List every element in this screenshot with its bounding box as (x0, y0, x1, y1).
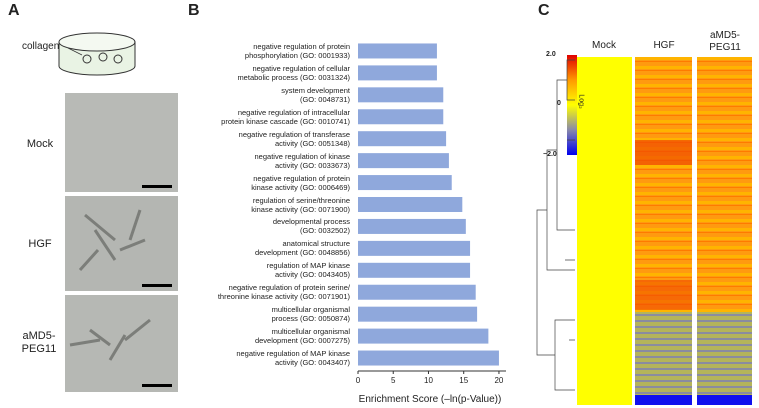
bar (358, 328, 489, 344)
condition-label: aMD5- PEG11 (21, 330, 57, 355)
panel-label: B (188, 2, 200, 19)
dish (58, 32, 136, 76)
x-tick-label: 5 (391, 376, 396, 385)
scale-label: 2.0 (546, 51, 556, 58)
x-tick-label: 20 (494, 376, 503, 385)
x-tick-label: 0 (356, 376, 361, 385)
y-tick-label: negative regulation of MAP kinase activi… (236, 349, 350, 368)
condition-label: HGF (28, 238, 52, 250)
y-tick-label: regulation of serine/threonine kinase ac… (251, 195, 350, 214)
y-tick-label: negative regulation of protein serine/ t… (217, 283, 350, 302)
bar (358, 175, 452, 191)
bar (358, 65, 437, 81)
scale-title: Log₂ (577, 94, 585, 109)
x-tick-label: 15 (459, 376, 468, 385)
bar (358, 306, 478, 322)
y-tick-label: system development (GO: 0048731) (281, 85, 350, 104)
condition-label: Mock (26, 138, 54, 150)
y-tick-label: negative regulation of protein kinase ac… (251, 173, 350, 192)
column-label: Mock (592, 40, 616, 51)
panel-label: C (538, 2, 550, 19)
y-tick-label: developmental process (GO: 0032502) (272, 217, 350, 236)
scale-label: −2.0 (543, 151, 557, 158)
panel-label: A (8, 2, 20, 19)
scale-label: 0 (557, 100, 561, 107)
bar (358, 218, 466, 234)
bar (358, 109, 444, 125)
bar (358, 262, 471, 278)
bar (358, 43, 437, 59)
y-tick-label: multicellular organismal process (GO: 00… (271, 305, 350, 324)
micrographs (65, 93, 178, 392)
bar (358, 153, 449, 169)
y-tick-label: negative regulation of intracellular pro… (221, 107, 350, 126)
y-tick-label: negative regulation of kinase activity (… (254, 151, 350, 170)
bar (358, 197, 463, 212)
bar (358, 350, 499, 366)
y-tick-label: negative regulation of protein phosphory… (244, 41, 350, 60)
bar (358, 240, 471, 256)
y-tick-label: anatomical structure development (GO: 00… (254, 239, 350, 258)
y-tick-label: multicellular organismal development (GO… (254, 327, 350, 346)
bar (358, 87, 444, 103)
column-label: HGF (653, 40, 675, 51)
dish-label: collagen (22, 41, 60, 52)
x-axis-label: Enrichment Score (–ln(p-Value)) (358, 394, 502, 405)
bar (358, 284, 476, 300)
column-label: aMD5- PEG11 (709, 30, 741, 53)
y-tick-label: regulation of MAP kinase activity (GO: 0… (266, 261, 350, 280)
bar (358, 131, 447, 147)
x-tick-label: 10 (424, 376, 433, 385)
heatmap (536, 55, 752, 405)
y-tick-label: negative regulation of transferase activ… (238, 129, 350, 148)
y-tick-label: negative regulation of cellular metaboli… (237, 63, 350, 82)
